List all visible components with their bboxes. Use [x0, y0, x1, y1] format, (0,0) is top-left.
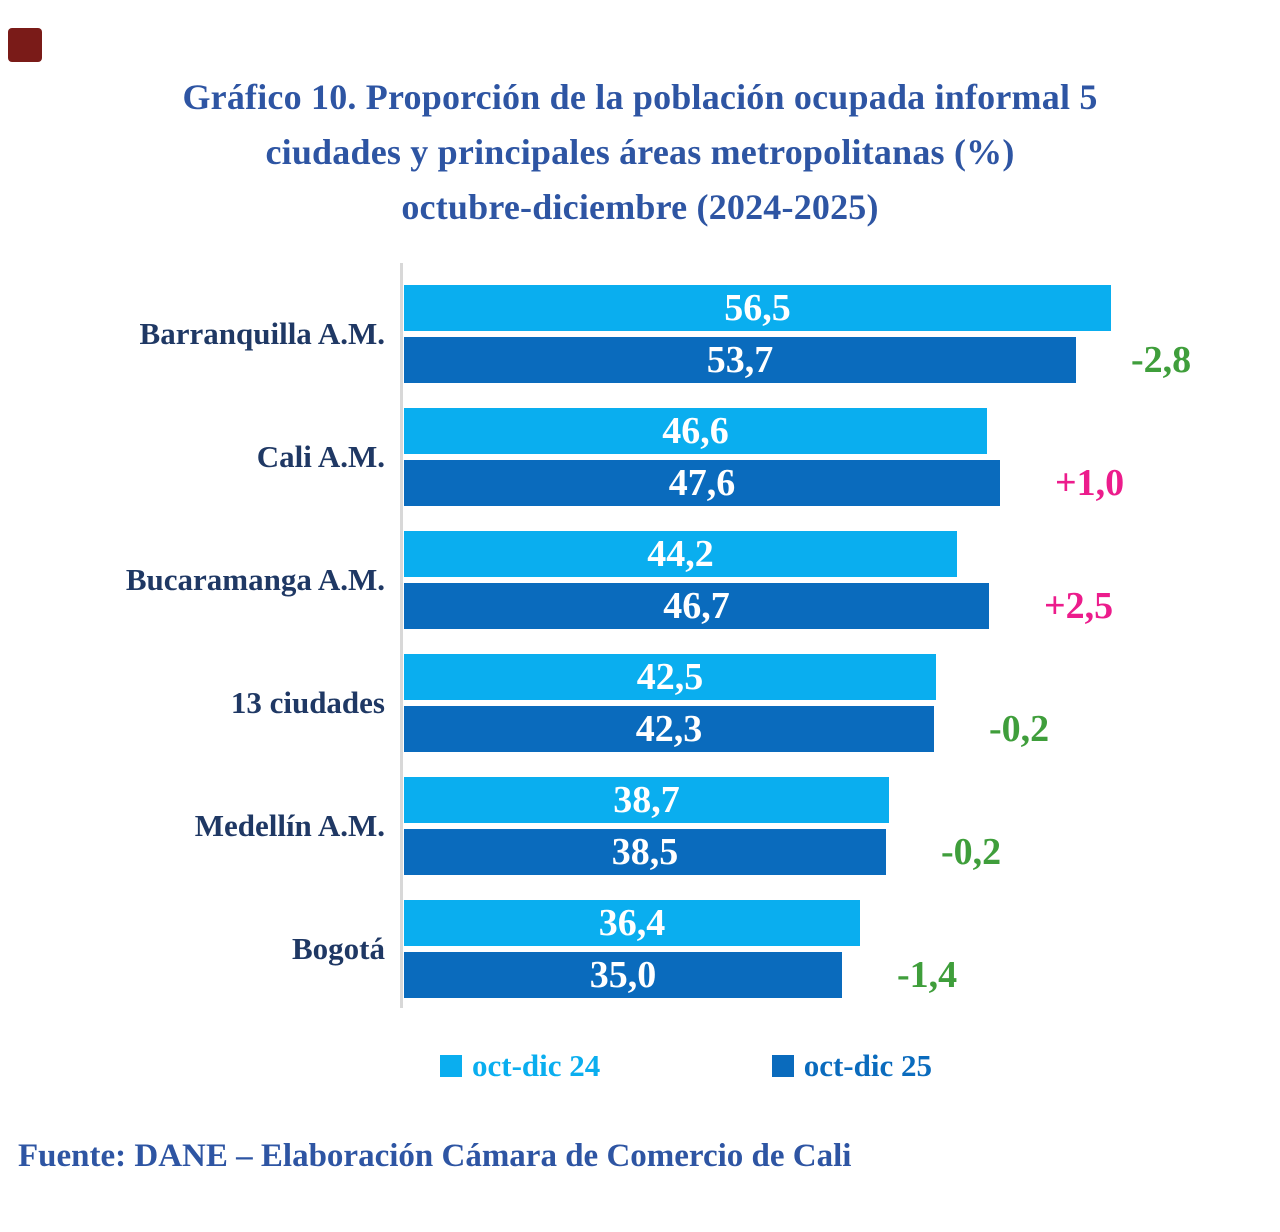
delta-label: -0,2: [941, 831, 1002, 873]
delta-label: -1,4: [897, 954, 958, 996]
bar-value-label: 46,6: [662, 410, 729, 452]
chart-title-line-1: Gráfico 10. Proporción de la población o…: [182, 77, 1098, 117]
legend-label: oct-dic 24: [472, 1048, 601, 1083]
category-label: Bucaramanga A.M.: [125, 562, 385, 597]
bar-oct-dic-24: 56,5: [404, 285, 1111, 331]
bar-line: 53,7 -2,8: [404, 337, 1191, 383]
bar-line: 46,6: [404, 408, 987, 454]
bar-oct-dic-24: 38,7: [404, 777, 889, 823]
bar-value-label: 38,7: [613, 779, 680, 821]
delta-label: +2,5: [1044, 585, 1114, 627]
y-axis-line: [400, 263, 403, 1008]
bar-line: 42,5: [404, 654, 936, 700]
bar-oct-dic-25: 38,5: [404, 829, 886, 875]
bar-line: 38,5 -0,2: [404, 829, 1001, 875]
bar-chart: Barranquilla A.M. 56,5 53,7 -2,8 Cali A.M. 46…: [0, 263, 1280, 1011]
chart-row: Barranquilla A.M. 56,5 53,7 -2,8: [0, 285, 1280, 383]
source-note: Fuente: DANE – Elaboración Cámara de Com…: [18, 1138, 852, 1174]
chart-row: 13 ciudades 42,5 42,3 -0,2: [0, 654, 1280, 752]
bar-oct-dic-24: 46,6: [404, 408, 987, 454]
bar-line: 47,6 +1,0: [404, 460, 1124, 506]
category-label: Medellín A.M.: [194, 808, 385, 843]
bar-oct-dic-25: 53,7: [404, 337, 1076, 383]
bar-line: 42,3 -0,2: [404, 706, 1049, 752]
bar-oct-dic-25: 35,0: [404, 952, 842, 998]
bar-value-label: 46,7: [663, 585, 730, 627]
bar-oct-dic-24: 44,2: [404, 531, 957, 577]
bar-oct-dic-25: 42,3: [404, 706, 934, 752]
bar-line: 46,7 +2,5: [404, 583, 1113, 629]
chart-row: Bogotá 36,4 35,0 -1,4: [0, 900, 1280, 998]
bar-line: 44,2: [404, 531, 957, 577]
chart-title-line-3: octubre-diciembre (2024-2025): [401, 187, 879, 227]
delta-label: -0,2: [989, 708, 1050, 750]
bar-value-label: 53,7: [706, 339, 774, 381]
delta-label: +1,0: [1055, 462, 1125, 504]
category-label: 13 ciudades: [230, 685, 385, 720]
legend-swatch-icon: [440, 1055, 462, 1077]
bar-value-label: 42,5: [636, 656, 704, 698]
bar-value-label: 47,6: [668, 462, 736, 504]
bar-value-label: 36,4: [598, 902, 666, 944]
chart-title-line-2: ciudades y principales áreas metropolita…: [265, 132, 1015, 172]
red-marker-square: [8, 28, 42, 62]
legend-label: oct-dic 25: [803, 1048, 932, 1083]
bar-value-label: 35,0: [589, 954, 657, 996]
delta-label: -2,8: [1131, 339, 1192, 381]
bar-value-label: 38,5: [611, 831, 679, 873]
bar-line: 35,0 -1,4: [404, 952, 957, 998]
bar-oct-dic-25: 46,7: [404, 583, 989, 629]
chart-legend: oct-dic 24 oct-dic 25: [440, 1048, 932, 1084]
chart-rows: Barranquilla A.M. 56,5 53,7 -2,8 Cali A.M. 46…: [0, 285, 1280, 1023]
bar-oct-dic-24: 42,5: [404, 654, 936, 700]
category-label: Barranquilla A.M.: [139, 316, 385, 351]
bar-value-label: 56,5: [724, 287, 791, 329]
bar-value-label: 44,2: [647, 533, 714, 575]
chart-title: Gráfico 10. Proporción de la población o…: [0, 70, 1280, 235]
legend-item-oct-dic-24: oct-dic 24: [440, 1048, 600, 1084]
category-label: Cali A.M.: [256, 439, 385, 474]
chart-row: Cali A.M. 46,6 47,6 +1,0: [0, 408, 1280, 506]
category-label: Bogotá: [292, 931, 385, 966]
bar-line: 38,7: [404, 777, 889, 823]
legend-item-oct-dic-25: oct-dic 25: [771, 1048, 932, 1084]
bar-line: 56,5: [404, 285, 1111, 331]
bar-oct-dic-25: 47,6: [404, 460, 1000, 506]
bar-line: 36,4: [404, 900, 860, 946]
legend-swatch-icon: [771, 1055, 794, 1077]
chart-row: Bucaramanga A.M. 44,2 46,7 +2,5: [0, 531, 1280, 629]
bar-oct-dic-24: 36,4: [404, 900, 860, 946]
chart-row: Medellín A.M. 38,7 38,5 -0,2: [0, 777, 1280, 875]
bar-value-label: 42,3: [635, 708, 703, 750]
